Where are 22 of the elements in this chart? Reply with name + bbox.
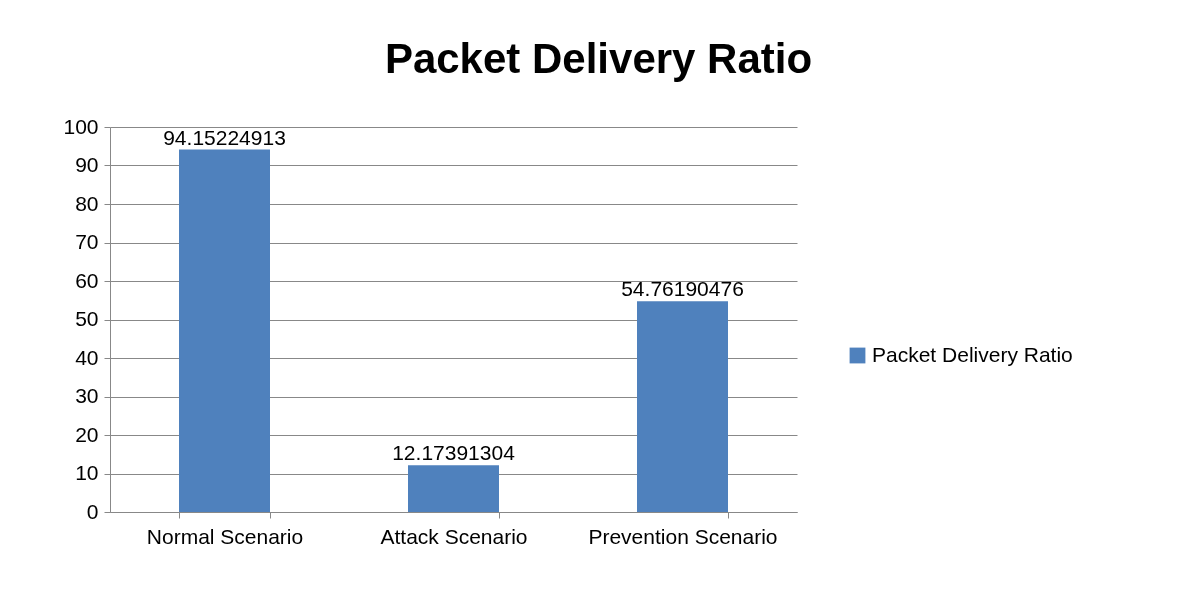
- y-tick-label: 90: [75, 153, 99, 176]
- y-tick-label: 30: [75, 384, 99, 407]
- y-tick-label: 10: [75, 461, 99, 484]
- bar: [408, 465, 499, 512]
- bar: [179, 149, 270, 512]
- data-label: 12.17391304: [392, 441, 516, 465]
- bar: [637, 301, 728, 512]
- x-tick-label: Prevention Scenario: [588, 524, 778, 548]
- y-tick-label: 60: [75, 268, 99, 292]
- y-tick-label: 70: [75, 230, 99, 253]
- x-tick-label: Attack Scenario: [380, 524, 528, 548]
- chart-title: Packet Delivery Ratio: [384, 35, 813, 82]
- y-tick-label: 20: [75, 422, 99, 446]
- y-tick-label: 50: [75, 307, 99, 330]
- data-label: 54.76190476: [621, 277, 744, 301]
- data-label: 94.15224913: [163, 125, 286, 149]
- y-tick-label: 40: [75, 345, 99, 369]
- y-tick-label: 100: [63, 114, 99, 138]
- x-tick-label: Normal Scenario: [146, 524, 304, 548]
- y-tick-label: 0: [86, 499, 99, 523]
- y-tick-label: 80: [75, 191, 99, 215]
- legend-label: Packet Delivery Ratio: [872, 342, 1073, 366]
